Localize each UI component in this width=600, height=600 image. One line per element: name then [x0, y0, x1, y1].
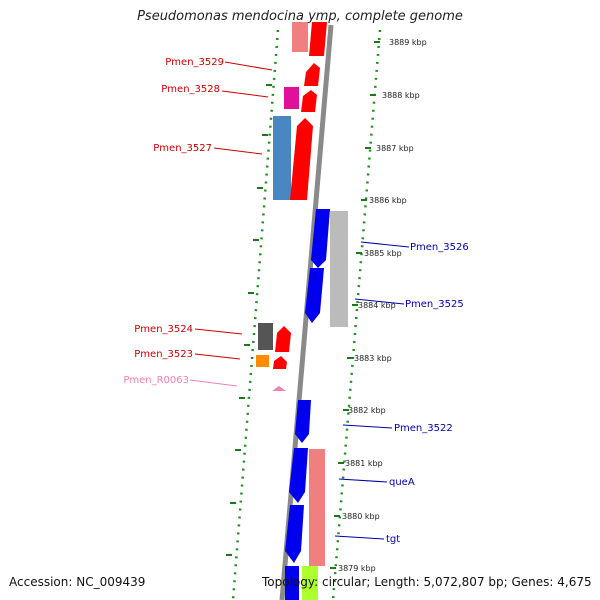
gene-blue-3525: [305, 268, 324, 323]
ruler-label: 3884 kbp: [358, 301, 396, 310]
gene-label: Pmen_R0063: [123, 375, 189, 386]
ruler-label: 3881 kbp: [345, 459, 383, 468]
topology-text: Topology: circular; Length: 5,072,807 bp…: [262, 575, 592, 589]
gene-salmon-queA: [309, 449, 325, 566]
ruler-label: 3889 kbp: [389, 38, 427, 47]
gene-blue-3526a: [311, 209, 330, 268]
right-ticks: [330, 41, 380, 569]
left-gene-labels: Pmen_3529 Pmen_3528 Pmen_3527 Pmen_3524 …: [123, 57, 224, 386]
right-gene-labels: Pmen_3526 Pmen_3525 Pmen_3522 queA tgt: [386, 242, 469, 545]
gene-darkgray-3524: [258, 323, 273, 350]
gene-gray-3526: [330, 211, 348, 327]
gene-blue-bottom: [285, 566, 299, 600]
ruler-label: 3882 kbp: [348, 406, 386, 415]
gene-red-3524: [275, 326, 291, 352]
ruler-label: 3885 kbp: [364, 249, 402, 258]
gene-blue-tgt: [285, 505, 304, 563]
gene-rrna-pink: [292, 22, 308, 52]
gene-label: Pmen_3524: [134, 324, 193, 335]
right-leaders: [334, 241, 410, 540]
gene-label: Pmen_3522: [394, 423, 453, 434]
gene-label: Pmen_3526: [410, 242, 469, 253]
gene-red-3528: [301, 90, 317, 112]
accession-text: Accession: NC_009439: [9, 575, 146, 589]
map-title: Pseudomonas mendocina ymp, complete geno…: [137, 9, 463, 24]
gene-red-3527: [290, 118, 313, 200]
gene-label: Pmen_3523: [134, 349, 193, 360]
gene-label: tgt: [386, 534, 400, 545]
left-leaders: [189, 61, 273, 387]
gene-features: [256, 22, 348, 600]
gene-label: Pmen_3525: [405, 299, 464, 310]
gene-red-3523: [273, 356, 287, 369]
gene-label: queA: [389, 477, 415, 488]
ruler-label: 3883 kbp: [354, 354, 392, 363]
ruler-label: 3888 kbp: [382, 91, 420, 100]
gene-red-3529: [304, 63, 320, 86]
ruler-label: 3886 kbp: [369, 196, 407, 205]
gene-red-top: [309, 22, 327, 56]
ruler-label: 3880 kbp: [342, 512, 380, 521]
gene-blue-queA: [289, 448, 308, 503]
gene-blue-3522: [295, 400, 311, 443]
gene-label: Pmen_3529: [165, 57, 224, 68]
gene-magenta-3528: [284, 87, 299, 109]
gene-pink-r0063: [272, 386, 286, 391]
ruler-label: 3879 kbp: [338, 564, 376, 573]
gene-label: Pmen_3528: [161, 84, 220, 95]
outer-left-dotted-track: [231, 29, 280, 600]
ruler-label: 3887 kbp: [376, 144, 414, 153]
gene-label: Pmen_3527: [153, 143, 212, 154]
gene-steelblue-3527: [273, 116, 291, 200]
gene-orange-3523: [256, 355, 269, 367]
left-ticks: [226, 84, 272, 556]
gene-yellowgreen-bottom: [302, 566, 318, 600]
ruler-labels: 3889 kbp 3888 kbp 3887 kbp 3886 kbp 3885…: [338, 38, 427, 573]
